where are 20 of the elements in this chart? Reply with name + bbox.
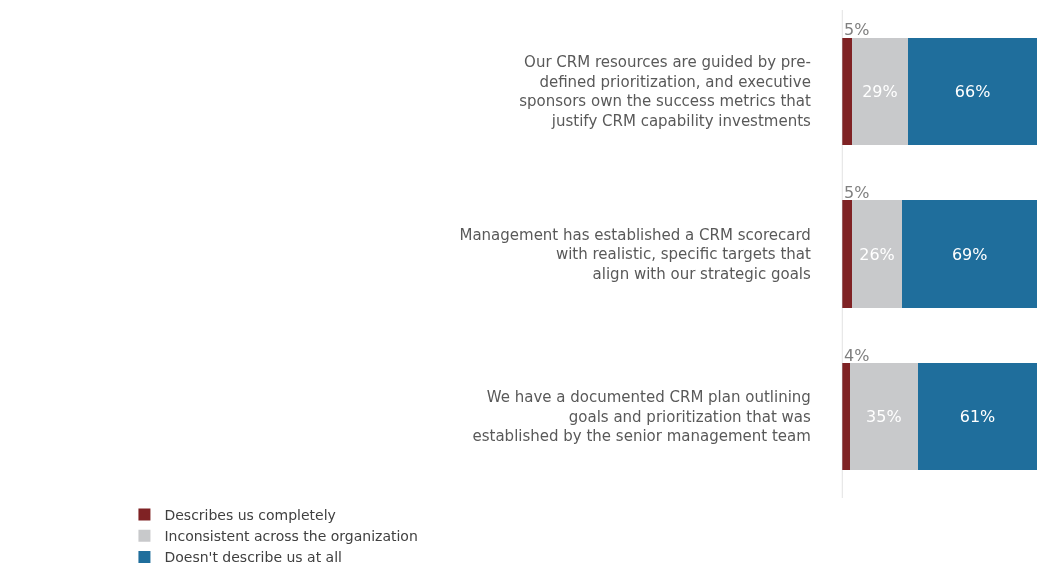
y-tick-label: Management has established a CRM scorecard with realistic, specific targets that align with our strategic goals: [459, 225, 812, 283]
data-label: 5%: [844, 20, 870, 39]
y-tick-label: Our CRM resources are guided by pre-defined prioritization, and executive sponsors own the success metrics that justify CRM capability investments: [519, 53, 812, 130]
data-label: 4%: [844, 346, 870, 365]
legend-label: Inconsistent across the organization: [164, 528, 418, 545]
legend-label: Doesn't describe us at all: [164, 549, 342, 566]
legend-label: Describes us completely: [164, 507, 336, 524]
bar: [849, 362, 918, 471]
y-tick-label: We have a documented CRM plan outlining goals and prioritization that was established by the senior management team: [472, 388, 812, 446]
data-label: 61%: [959, 407, 996, 427]
bar: [851, 37, 909, 146]
bar: [841, 200, 852, 308]
bar: [841, 37, 852, 146]
data-label: 5%: [844, 183, 870, 202]
bar: [908, 37, 1037, 146]
bar: [851, 200, 903, 308]
bar: [902, 200, 1037, 308]
data-label: 69%: [951, 244, 988, 264]
bar: [917, 362, 1037, 471]
data-label: 66%: [954, 81, 991, 101]
